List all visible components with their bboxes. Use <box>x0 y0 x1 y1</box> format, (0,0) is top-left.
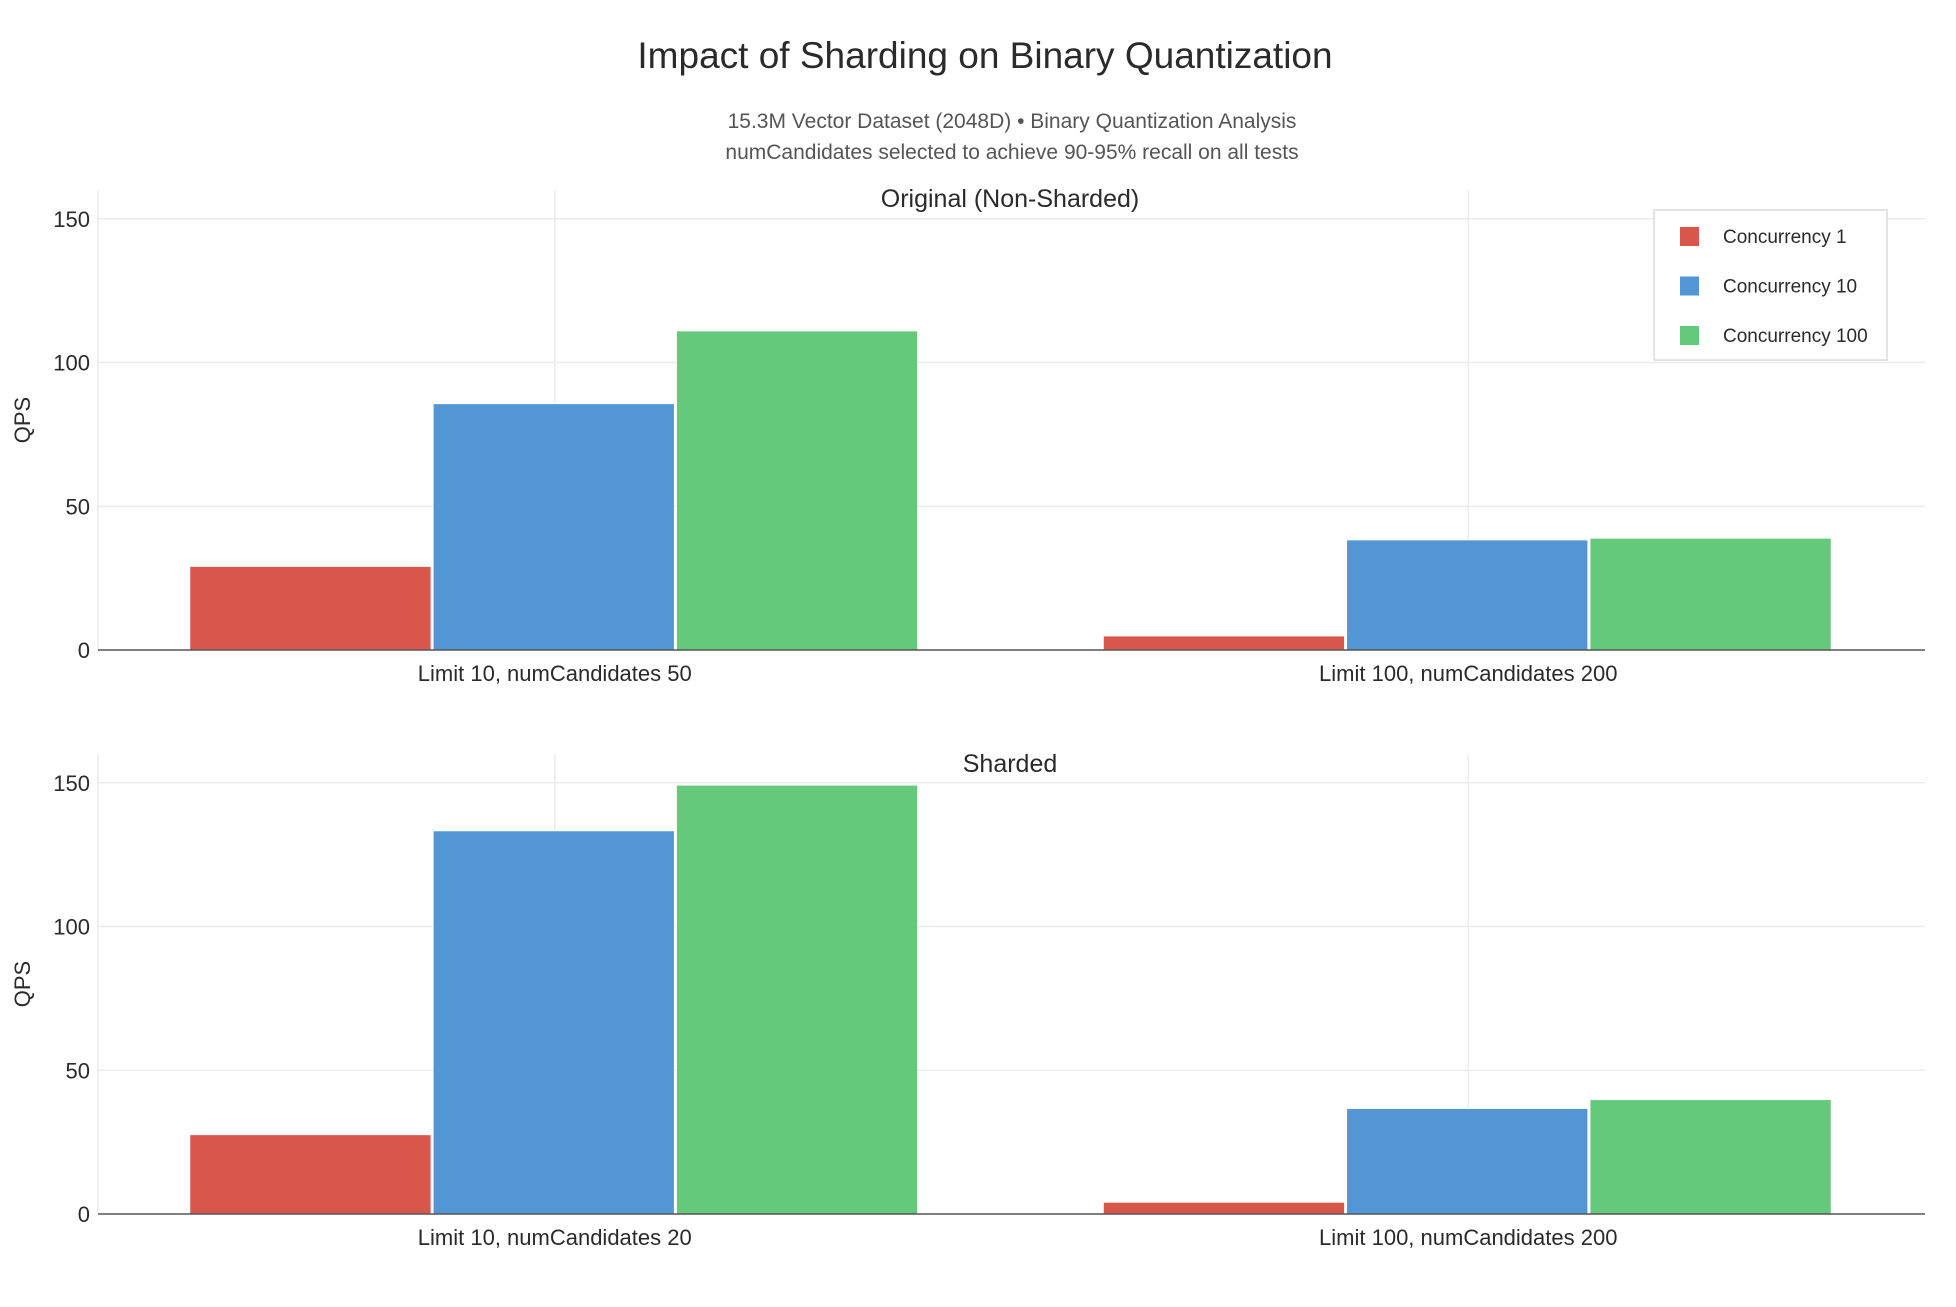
chart-subtitle-line-2: numCandidates selected to achieve 90-95%… <box>725 141 1298 164</box>
x-tick-label: Limit 100, numCandidates 200 <box>1319 1225 1617 1250</box>
legend-swatch <box>1680 276 1699 296</box>
legend-label: Concurrency 100 <box>1723 326 1868 347</box>
legend-swatch <box>1680 326 1699 345</box>
y-tick-label: 50 <box>66 494 90 519</box>
chart-title: Impact of Sharding on Binary Quantizatio… <box>637 35 1332 76</box>
legend-label: Concurrency 10 <box>1723 277 1857 298</box>
x-tick-label: Limit 10, numCandidates 50 <box>418 661 692 686</box>
bar-concurrency-100 <box>1589 1099 1832 1215</box>
bar-concurrency-10 <box>432 403 675 651</box>
legend-swatch <box>1680 227 1699 246</box>
x-tick-label: Limit 100, numCandidates 200 <box>1319 661 1617 686</box>
x-tick-label: Limit 10, numCandidates 20 <box>418 1225 692 1250</box>
bar-concurrency-1 <box>1102 635 1346 651</box>
bar-concurrency-1 <box>1102 1201 1346 1215</box>
bar-concurrency-100 <box>675 784 919 1215</box>
bar-concurrency-10 <box>1346 539 1589 651</box>
y-tick-label: 100 <box>53 915 90 940</box>
y-axis-label: QPS <box>10 397 35 443</box>
chart-subtitle-line-1: 15.3M Vector Dataset (2048D) • Binary Qu… <box>728 110 1297 133</box>
y-tick-label: 0 <box>78 638 90 663</box>
bar-concurrency-100 <box>1589 537 1832 651</box>
bar-concurrency-1 <box>189 1134 432 1215</box>
bar-concurrency-1 <box>189 565 432 651</box>
bar-concurrency-10 <box>1346 1107 1589 1215</box>
subplot-title: Original (Non-Sharded) <box>881 185 1139 213</box>
y-axis-label: QPS <box>10 961 35 1007</box>
y-tick-label: 50 <box>66 1058 90 1083</box>
bar-concurrency-100 <box>675 330 919 651</box>
legend: Concurrency 1 Concurrency 10 Concurrency 1… <box>1653 209 1888 361</box>
legend-label: Concurrency 1 <box>1723 227 1847 248</box>
y-tick-label: 150 <box>53 207 90 232</box>
y-tick-label: 0 <box>78 1202 90 1227</box>
y-tick-label: 100 <box>53 351 90 376</box>
bar-concurrency-10 <box>432 830 675 1215</box>
y-tick-label: 150 <box>53 771 90 796</box>
subplot-2: 0 50 100 150 Limit 10, numCandidates 20 Limit… <box>10 750 1925 1250</box>
subplot-1: 0 50 100 150 Limit 10, numCandidates 50 Limit… <box>10 185 1925 686</box>
subplot-title: Sharded <box>963 750 1058 778</box>
